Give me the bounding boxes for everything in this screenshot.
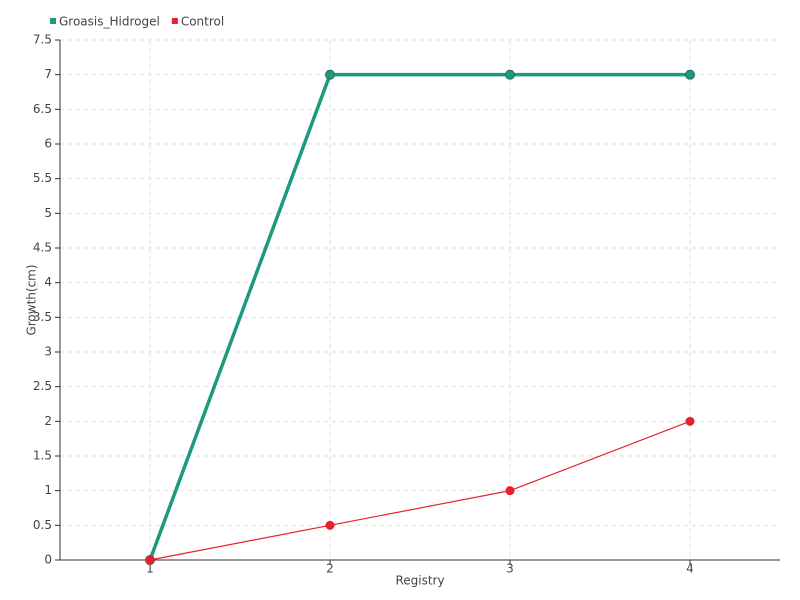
y-tick-label: 2.5 <box>33 379 52 393</box>
y-tick-label: 0 <box>44 553 52 567</box>
x-axis-label: Registry <box>395 574 444 588</box>
y-tick-label: 7.5 <box>33 33 52 47</box>
x-tick-label: 3 <box>506 562 514 576</box>
y-tick-label: 5.5 <box>33 171 52 185</box>
data-point <box>325 520 335 530</box>
y-tick-label: 6.5 <box>33 102 52 116</box>
data-point <box>325 69 335 80</box>
legend-label: Control <box>181 15 224 29</box>
x-tick-label: 1 <box>146 562 154 576</box>
x-tick-label: 4 <box>686 562 694 576</box>
legend-swatch <box>50 18 56 24</box>
y-tick-label: 1 <box>44 483 52 497</box>
y-tick-label: 5 <box>44 206 52 220</box>
y-tick-label: 7 <box>44 67 52 81</box>
data-point <box>505 69 515 80</box>
y-tick-label: 3.5 <box>33 310 52 324</box>
y-axis-label: Growth(cm) <box>25 264 39 335</box>
legend-swatch <box>171 18 178 24</box>
y-tick-label: 2 <box>44 414 52 428</box>
y-tick-label: 0.5 <box>33 518 52 532</box>
y-tick-label: 6 <box>44 137 52 151</box>
series-line <box>149 420 691 561</box>
data-point <box>685 416 695 426</box>
y-tick-label: 3 <box>44 345 52 359</box>
data-point <box>685 69 695 80</box>
y-tick-label: 4 <box>44 275 52 289</box>
legend-label: Groasis_Hidrogel <box>59 15 160 29</box>
y-tick-label: 4.5 <box>33 241 52 255</box>
data-point <box>145 555 155 565</box>
data-point <box>505 486 515 496</box>
y-tick-label: 1.5 <box>33 449 52 463</box>
x-tick-label: 2 <box>326 562 334 576</box>
series-line <box>148 72 690 561</box>
